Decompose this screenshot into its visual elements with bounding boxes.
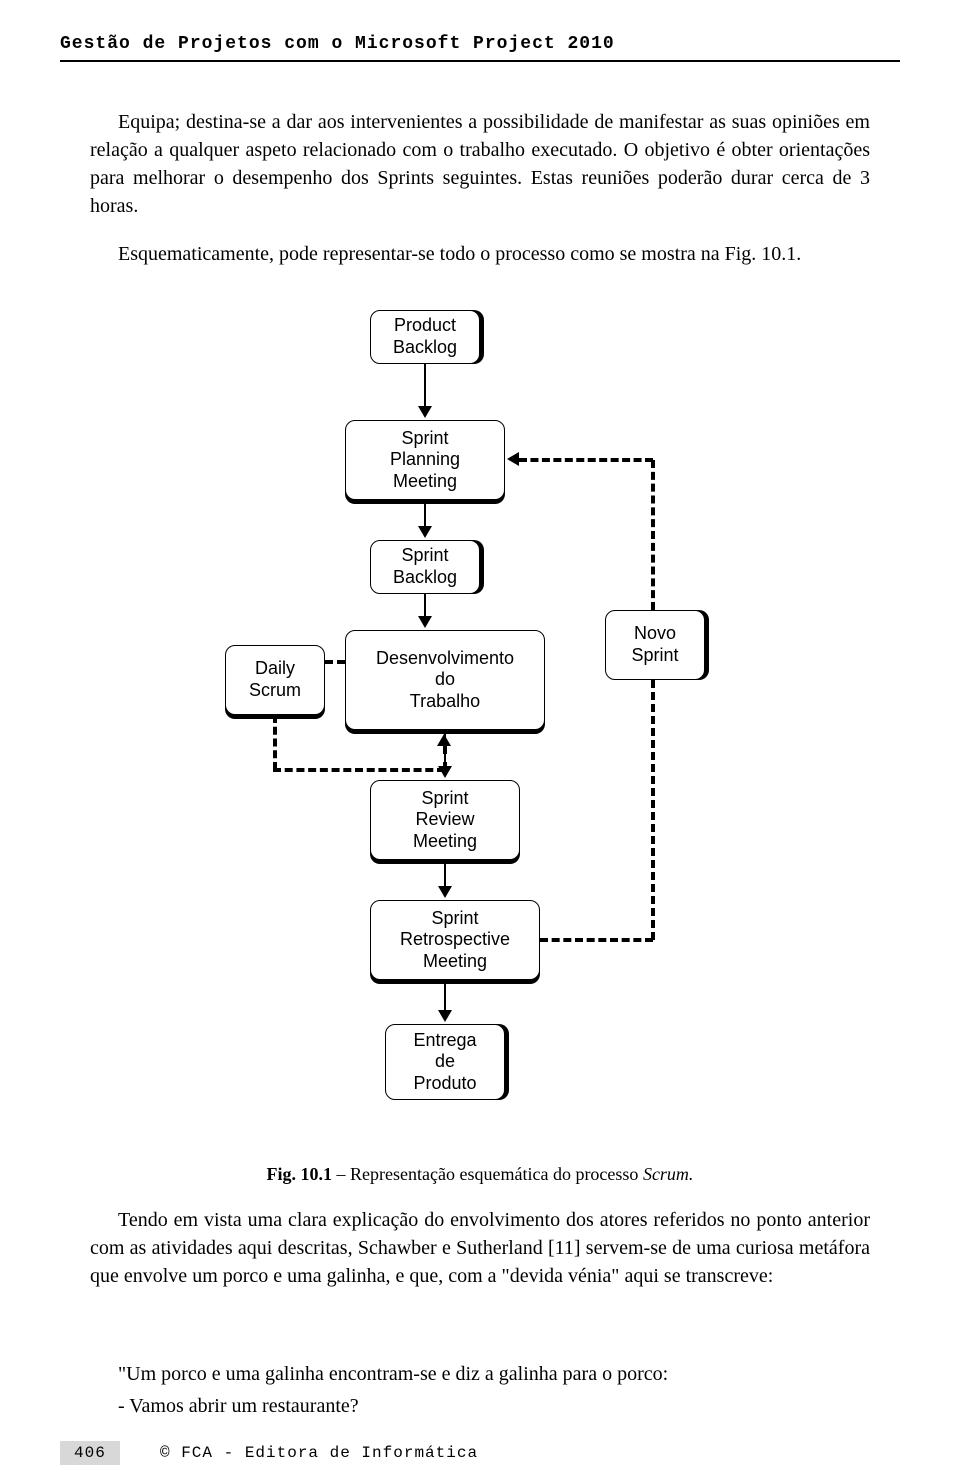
caption-italic: Scrum. bbox=[643, 1164, 694, 1184]
node-sprint-planning-meeting: SprintPlanningMeeting bbox=[345, 420, 505, 500]
arrow-down-icon bbox=[418, 406, 432, 418]
footer: 406 © FCA - Editora de Informática bbox=[0, 1439, 960, 1465]
arrow-left-icon bbox=[507, 452, 519, 466]
edge-dashed bbox=[325, 660, 345, 664]
node-sprint-backlog: SprintBacklog bbox=[370, 540, 480, 594]
paragraph-1: Equipa; destina-se a dar aos intervenien… bbox=[90, 108, 870, 220]
paragraph-3-text: Tendo em vista uma clara explicação do e… bbox=[90, 1209, 870, 1287]
edge-dashed bbox=[651, 460, 655, 610]
figure-caption: Fig. 10.1 – Representação esquemática do… bbox=[90, 1164, 870, 1185]
paragraph-1-text: Equipa; destina-se a dar aos intervenien… bbox=[90, 111, 870, 217]
page: Gestão de Projetos com o Microsoft Proje… bbox=[0, 0, 960, 1481]
node-daily-scrum: DailyScrum bbox=[225, 645, 325, 715]
node-sprint-review-meeting: SprintReviewMeeting bbox=[370, 780, 520, 860]
paragraph-4-text: "Um porco e uma galinha encontram-se e d… bbox=[118, 1363, 668, 1385]
paragraph-2: Esquematicamente, pode representar-se to… bbox=[90, 240, 870, 268]
edge-dashed bbox=[651, 680, 655, 940]
edge bbox=[424, 500, 426, 528]
running-header: Gestão de Projetos com o Microsoft Proje… bbox=[60, 34, 615, 54]
edge-dashed bbox=[540, 938, 653, 942]
edge-dashed bbox=[273, 768, 445, 772]
paragraph-2-text: Esquematicamente, pode representar-se to… bbox=[118, 243, 801, 265]
edge bbox=[424, 364, 426, 408]
arrow-up-icon bbox=[437, 734, 451, 746]
node-product-backlog: ProductBacklog bbox=[370, 310, 480, 364]
node-sprint-retrospective-meeting: SprintRetrospectiveMeeting bbox=[370, 900, 540, 980]
paragraph-4: "Um porco e uma galinha encontram-se e d… bbox=[90, 1360, 870, 1388]
edge-dashed bbox=[519, 458, 653, 462]
scrum-flowchart: ProductBacklog SprintPlanningMeeting Spr… bbox=[225, 310, 735, 1130]
node-desenvolvimento-trabalho: DesenvolvimentodoTrabalho bbox=[345, 630, 545, 730]
caption-bold: Fig. 10.1 bbox=[267, 1164, 333, 1184]
page-number: 406 bbox=[60, 1441, 120, 1465]
node-novo-sprint: NovoSprint bbox=[605, 610, 705, 680]
caption-rest: – Representação esquemática do processo bbox=[332, 1164, 643, 1184]
paragraph-3: Tendo em vista uma clara explicação do e… bbox=[90, 1206, 870, 1290]
arrow-down-icon bbox=[418, 526, 432, 538]
edge bbox=[444, 984, 446, 1012]
arrow-down-icon bbox=[438, 1010, 452, 1022]
copyright-line: © FCA - Editora de Informática bbox=[160, 1444, 478, 1462]
node-entrega-produto: EntregadeProduto bbox=[385, 1024, 505, 1100]
edge-dashed bbox=[443, 746, 447, 770]
edge-dashed bbox=[273, 715, 277, 770]
paragraph-5: - Vamos abrir um restaurante? bbox=[90, 1392, 870, 1420]
header-rule bbox=[60, 60, 900, 62]
paragraph-5-text: - Vamos abrir um restaurante? bbox=[118, 1395, 359, 1417]
edge bbox=[424, 594, 426, 618]
edge bbox=[444, 864, 446, 888]
arrow-down-icon bbox=[438, 886, 452, 898]
arrow-down-icon bbox=[418, 616, 432, 628]
